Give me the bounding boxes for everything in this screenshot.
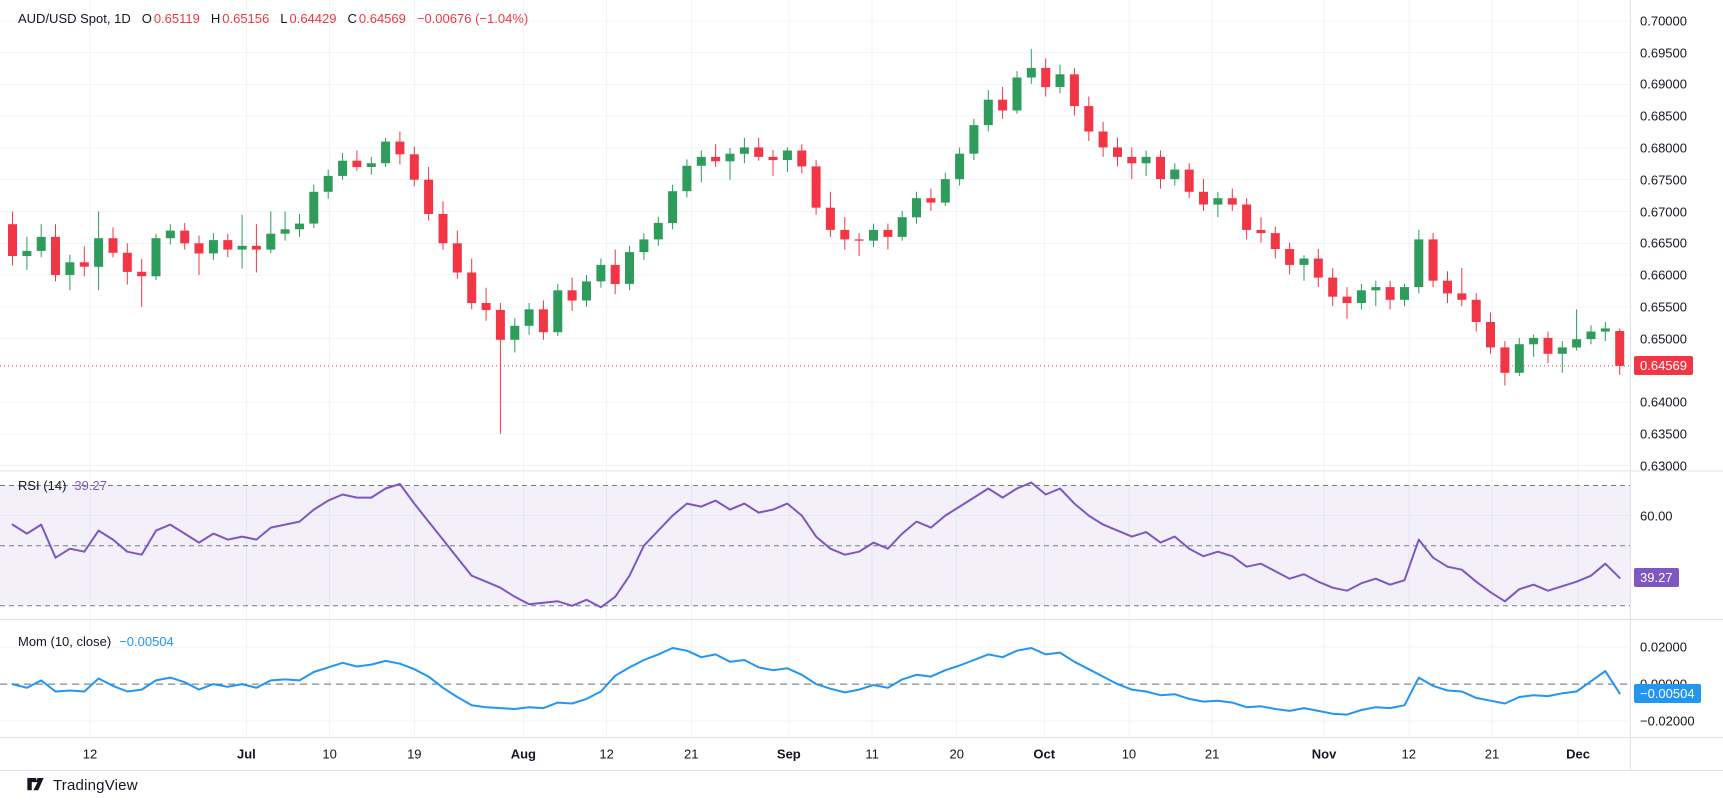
price-tick-label: 0.68000 [1640,140,1687,156]
rsi-value: 39.27 [74,478,107,493]
time-tick-label: 10 [1121,746,1137,762]
price-tick-label: 0.69000 [1640,76,1687,92]
candlestick-series [8,48,1625,434]
price-tick-label: 0.65500 [1640,299,1687,315]
time-tick-label: 21 [1484,746,1500,762]
price-tick-label: 0.67500 [1640,172,1687,188]
mom-value-badge: −0.00504 [1634,683,1701,703]
momentum-legend: Mom (10, close) −0.00504 [18,634,174,649]
time-tick-label: 12 [1401,746,1416,762]
time-tick-label: 19 [407,746,422,762]
ohlc-high: H 0.65156 [210,11,270,26]
time-tick-label: Dec [1566,746,1591,762]
momentum-value: −0.00504 [119,634,174,649]
time-tick-label: 12 [82,746,98,762]
ohlc-low: L 0.64429 [280,11,337,26]
momentum-label[interactable]: Mom (10, close) [18,634,112,649]
time-tick-label: Oct [1033,746,1056,762]
time-tick-label: 21 [1204,746,1220,762]
time-tick-label: 10 [322,746,337,762]
symbol-title[interactable]: AUD/USD Spot, 1D [18,11,131,26]
momentum-line [11,647,1621,716]
price-tick-label: 0.63500 [1640,426,1687,442]
price-tick-label: 0.64000 [1640,394,1687,410]
price-tick-label: 0.65000 [1640,331,1687,347]
price-tick-label: 0.68500 [1640,108,1687,124]
price-axis[interactable]: 0.70000 0.69500 0.69000 0.68500 0.68000 0.675… [1630,0,1723,771]
rsi-line [11,481,1621,609]
pane-separators [0,0,1723,771]
tradingview-logo-icon [27,778,44,791]
time-tick-label: Nov [1311,746,1337,762]
price-tick-label: 0.66500 [1640,235,1687,251]
time-tick-label: 20 [949,746,964,762]
price-change: −0.00676 (−1.04%) [416,11,529,26]
ohlc-open: O 0.65119 [141,11,200,26]
time-tick-label: 11 [865,746,879,762]
rsi-tick-label: 60.00 [1640,508,1673,524]
rsi-label[interactable]: RSI (14) [18,478,67,493]
rsi-value-badge: 39.27 [1634,568,1679,588]
time-tick-label: Aug [510,746,536,762]
last-price-badge: 0.64569 [1634,356,1693,376]
price-tick-label: 0.69500 [1640,45,1687,61]
tradingview-attribution[interactable]: TradingView [26,776,138,795]
time-tick-label: Jul [236,746,256,762]
brand-name: TradingView [53,777,138,794]
symbol-legend: AUD/USD Spot, 1D O 0.65119 H 0.65156 L 0.64… [18,11,528,26]
price-tick-label: 0.66000 [1640,267,1687,283]
time-tick-label: Sep [776,746,801,762]
time-tick-label: 21 [684,746,699,762]
mom-tick-label: 0.02000 [1640,639,1687,655]
price-tick-label: 0.70000 [1640,13,1687,29]
ohlc-close: C 0.64569 [347,11,406,26]
mom-tick-label: −0.02000 [1640,713,1695,729]
time-tick-label: 12 [599,746,614,762]
price-tick-label: 0.63000 [1640,458,1687,474]
rsi-legend: RSI (14) 39.27 [18,478,107,493]
price-tick-label: 0.67000 [1640,204,1687,219]
horizontal-gridlines [0,20,1630,722]
time-axis[interactable]: 12 Jul 10 19 Aug 12 21 Sep 11 20 Oct 10 21 Nov 12 21 Dec [0,737,1630,770]
vertical-gridlines [89,0,1579,737]
